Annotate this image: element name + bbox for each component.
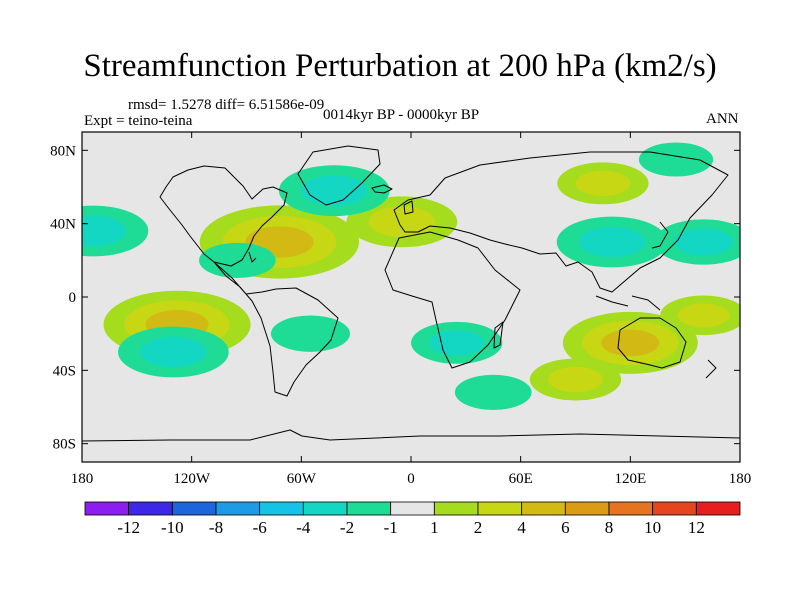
coastline-great-britain bbox=[403, 200, 414, 215]
colorbar-swatch bbox=[564, 501, 610, 516]
colorbar-label: -8 bbox=[209, 518, 223, 537]
coastline-south-america bbox=[213, 261, 339, 397]
colorbar-label: -6 bbox=[253, 518, 267, 537]
contour-band bbox=[601, 329, 660, 357]
colorbar-label: 12 bbox=[688, 518, 705, 537]
contour-band bbox=[199, 242, 276, 278]
coastline-florida bbox=[248, 251, 257, 263]
y-tick-label: 0 bbox=[69, 290, 77, 306]
anomaly-center bbox=[557, 162, 649, 205]
colorbar-label: 1 bbox=[430, 518, 439, 537]
colorbar-swatch bbox=[390, 501, 435, 516]
anomaly-center bbox=[562, 311, 698, 374]
x-tick-label: 60E bbox=[509, 471, 533, 487]
contour-band bbox=[677, 303, 730, 328]
colorbar-swatch bbox=[521, 501, 566, 516]
colorbar-label: -10 bbox=[161, 518, 184, 537]
anomaly-fields bbox=[82, 142, 740, 410]
anomaly-center bbox=[82, 205, 149, 257]
contour-band bbox=[454, 374, 532, 410]
contour-band bbox=[578, 226, 646, 258]
period-label: 0014kyr BP - 0000kyr BP bbox=[323, 107, 480, 123]
anomaly-center bbox=[346, 196, 458, 248]
contour-band bbox=[270, 315, 351, 352]
colorbar-swatch bbox=[652, 501, 697, 516]
y-tick-label: 40S bbox=[53, 363, 76, 379]
coastline-eurasia bbox=[393, 151, 729, 293]
colorbar-label: 8 bbox=[605, 518, 614, 537]
y-tick-label: 80N bbox=[50, 143, 76, 159]
colorbar-label: -2 bbox=[340, 518, 354, 537]
colorbar-swatch bbox=[433, 501, 479, 516]
anomaly-center bbox=[118, 326, 229, 378]
season-label: ANN bbox=[706, 111, 739, 127]
coastline-north-america bbox=[159, 165, 288, 267]
coastline-new-zealand bbox=[705, 359, 717, 379]
anomaly-center bbox=[454, 374, 532, 410]
anomaly-center bbox=[278, 165, 390, 217]
contour-band bbox=[673, 228, 734, 256]
contour-band bbox=[548, 366, 603, 393]
contour-band bbox=[82, 215, 127, 247]
colorbar-label: 6 bbox=[561, 518, 570, 537]
chart-title: Streamfunction Perturbation at 200 hPa (… bbox=[83, 48, 717, 84]
stats-label: rmsd= 1.5278 diff= 6.51586e-09 bbox=[128, 97, 325, 113]
x-tick-label: 120W bbox=[173, 471, 211, 487]
contour-band bbox=[638, 142, 714, 177]
contour-band bbox=[368, 206, 436, 238]
colorbar-label: 4 bbox=[517, 518, 526, 537]
x-tick-label: 60W bbox=[287, 471, 317, 487]
anomaly-center bbox=[660, 295, 740, 336]
coastline-madagascar bbox=[493, 321, 504, 349]
coastline-indonesia bbox=[595, 295, 661, 311]
coastline-africa bbox=[384, 231, 521, 369]
x-tick-label: 120E bbox=[614, 471, 646, 487]
anomaly-center bbox=[654, 219, 740, 265]
colorbar-swatch bbox=[346, 501, 392, 516]
anomaly-center bbox=[556, 216, 668, 268]
colorbar-swatch bbox=[608, 501, 654, 516]
coastlines bbox=[82, 145, 740, 442]
contour-band bbox=[575, 170, 631, 196]
coastline-australia bbox=[617, 317, 687, 369]
map-axes: 180 120W 60W 0 60E 120E 180 80N 40N 0 40S 80S bbox=[50, 132, 751, 487]
colorbar-swatch bbox=[695, 501, 741, 516]
x-tick-label: 0 bbox=[407, 471, 415, 487]
colorbar-swatch bbox=[84, 501, 130, 516]
colorbar-label: 10 bbox=[644, 518, 661, 537]
y-tick-label: 40N bbox=[50, 217, 76, 233]
colorbar-swatch bbox=[259, 501, 304, 516]
y-tick-label: 80S bbox=[53, 437, 76, 453]
colorbar-swatch bbox=[171, 501, 217, 516]
colorbar-label: -12 bbox=[117, 518, 140, 537]
anomaly-center bbox=[529, 358, 622, 401]
anomaly-center bbox=[199, 242, 276, 278]
coastline-japan bbox=[651, 221, 669, 249]
contour-band bbox=[301, 175, 368, 206]
anomaly-center bbox=[411, 321, 503, 364]
contour-band bbox=[429, 330, 485, 356]
anomaly-center bbox=[270, 315, 351, 352]
experiment-label: Expt = teino-teina bbox=[84, 113, 193, 129]
colorbar-swatch bbox=[128, 501, 173, 516]
colorbar-swatch bbox=[477, 501, 523, 516]
colorbar-label: 2 bbox=[474, 518, 483, 537]
colorbar: -12 -10 -8 -6 -4 -2 -1 1 2 4 6 8 10 12 bbox=[84, 501, 741, 537]
x-tick-label: 180 bbox=[71, 471, 94, 487]
coastline-iceland bbox=[371, 184, 393, 194]
coastline-greenland bbox=[297, 145, 381, 206]
colorbar-label: -4 bbox=[296, 518, 311, 537]
colorbar-label: -1 bbox=[384, 518, 398, 537]
colorbar-swatch bbox=[215, 501, 261, 516]
contour-band bbox=[140, 336, 207, 368]
anomaly-center bbox=[638, 142, 714, 177]
colorbar-swatch bbox=[302, 501, 348, 516]
coastline-antarctica bbox=[82, 429, 740, 442]
x-tick-label: 180 bbox=[729, 471, 752, 487]
